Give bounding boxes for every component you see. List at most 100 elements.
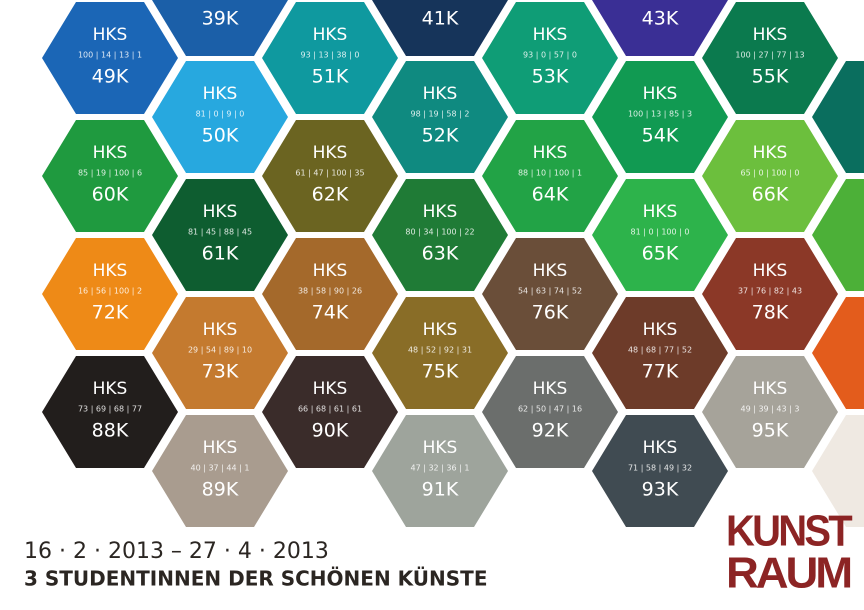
- hex-title: HKS: [423, 84, 458, 104]
- hexagon: [42, 120, 178, 232]
- hex-code: 29 | 54 | 89 | 10: [188, 346, 252, 355]
- hex-title: HKS: [313, 143, 348, 163]
- hex-number: 55K: [752, 66, 789, 88]
- hex-title: HKS: [93, 261, 128, 281]
- hexagon: [592, 61, 728, 173]
- hex-code: 98 | 19 | 58 | 2: [411, 110, 470, 119]
- hex-code: 54 | 63 | 74 | 52: [518, 287, 582, 296]
- hex-number: 65K: [642, 243, 679, 265]
- hex-title: HKS: [93, 143, 128, 163]
- hexagon: [702, 356, 838, 468]
- hexagon: [372, 415, 508, 527]
- hex-number: 51K: [312, 66, 349, 88]
- hex-code: 66 | 68 | 61 | 61: [298, 405, 362, 414]
- hex-title: HKS: [533, 143, 568, 163]
- hex-code: 40 | 37 | 44 | 1: [191, 464, 250, 473]
- hex-title: HKS: [643, 202, 678, 222]
- hexagon: [812, 179, 864, 291]
- hex-title: HKS: [313, 25, 348, 45]
- hex-number: 66K: [752, 184, 789, 206]
- hexagon: [372, 297, 508, 409]
- hex-title: HKS: [203, 84, 238, 104]
- hex-number: 49K: [92, 66, 129, 88]
- hex-code: 73 | 69 | 68 | 77: [78, 405, 142, 414]
- hexagon: [152, 0, 288, 56]
- hex-title: HKS: [313, 379, 348, 399]
- hex-title: HKS: [203, 320, 238, 340]
- hexagon: [702, 120, 838, 232]
- hex-title: HKS: [313, 261, 348, 281]
- hex-number: 39K: [202, 8, 239, 30]
- hexagon: [812, 61, 864, 173]
- hex-code: 88 | 10 | 100 | 1: [518, 169, 582, 178]
- hex-code: 37 | 76 | 82 | 43: [738, 287, 802, 296]
- hexagon: [482, 356, 618, 468]
- hex-number: 41K: [422, 8, 459, 30]
- hex-number: 88K: [92, 420, 129, 442]
- hexagon: [152, 179, 288, 291]
- hex-number: 72K: [92, 302, 129, 324]
- hex-number: 75K: [422, 361, 459, 383]
- hex-code: 81 | 0 | 100 | 0: [631, 228, 690, 237]
- hex-code: 47 | 32 | 36 | 1: [411, 464, 470, 473]
- hexagon: [262, 2, 398, 114]
- hexagon: [42, 356, 178, 468]
- hex-number: 89K: [202, 479, 239, 501]
- hex-number: 62K: [312, 184, 349, 206]
- hex-number: 91K: [422, 479, 459, 501]
- hex-code: 48 | 52 | 92 | 31: [408, 346, 472, 355]
- hexagon: [702, 2, 838, 114]
- hex-code: 65 | 0 | 100 | 0: [741, 169, 800, 178]
- hex-title: HKS: [423, 320, 458, 340]
- hex-title: HKS: [643, 320, 678, 340]
- hex-title: HKS: [753, 143, 788, 163]
- hex-number: 52K: [422, 125, 459, 147]
- hex-code: 100 | 27 | 77 | 13: [735, 51, 804, 60]
- hex-number: 54K: [642, 125, 679, 147]
- hex-code: 71 | 58 | 49 | 32: [628, 464, 692, 473]
- hex-number: 60K: [92, 184, 129, 206]
- hex-code: 81 | 0 | 9 | 0: [196, 110, 245, 119]
- hexagon: [482, 2, 618, 114]
- hex-code: 93 | 13 | 38 | 0: [301, 51, 360, 60]
- subtitle: 3 STUDENTINNEN DER SCHÖNEN KÜNSTE: [24, 567, 487, 591]
- hex-title: HKS: [203, 438, 238, 458]
- hex-number: 93K: [642, 479, 679, 501]
- dates: 16 · 2 · 2013 – 27 · 4 · 2013: [24, 539, 329, 564]
- hex-title: HKS: [533, 261, 568, 281]
- hex-title: HKS: [643, 84, 678, 104]
- hex-code: 100 | 13 | 85 | 3: [628, 110, 692, 119]
- hex-number: 78K: [752, 302, 789, 324]
- hexagon: [372, 61, 508, 173]
- logo-line2: RAUM: [726, 549, 850, 598]
- hexagon: [152, 61, 288, 173]
- hex-title: HKS: [753, 25, 788, 45]
- hex-number: 73K: [202, 361, 239, 383]
- hexagon: [812, 297, 864, 409]
- hex-title: HKS: [533, 379, 568, 399]
- hex-number: 50K: [202, 125, 239, 147]
- hex-title: HKS: [423, 438, 458, 458]
- hexagon: [262, 238, 398, 350]
- hexagon: [592, 179, 728, 291]
- hex-code: 62 | 50 | 47 | 16: [518, 405, 582, 414]
- hex-title: HKS: [423, 202, 458, 222]
- hex-code: 48 | 68 | 77 | 52: [628, 346, 692, 355]
- hexagon: [592, 415, 728, 527]
- logo-line1: KUNST: [726, 507, 853, 556]
- hex-number: 63K: [422, 243, 459, 265]
- hex-number: 77K: [642, 361, 679, 383]
- hexagon: [372, 179, 508, 291]
- hex-grid: 39K 41K 43K HKS 100 | 14 | 13 | 1 49K HKS 81 | …: [42, 0, 864, 527]
- hexagon: [42, 2, 178, 114]
- hex-number: 43K: [642, 8, 679, 30]
- hexagon: [152, 415, 288, 527]
- hex-title: HKS: [533, 25, 568, 45]
- hex-title: HKS: [203, 202, 238, 222]
- hex-title: HKS: [753, 379, 788, 399]
- hexagon: [592, 0, 728, 56]
- hex-number: 95K: [752, 420, 789, 442]
- hexagon: [592, 297, 728, 409]
- hexagon: [482, 120, 618, 232]
- hex-code: 38 | 58 | 90 | 26: [298, 287, 362, 296]
